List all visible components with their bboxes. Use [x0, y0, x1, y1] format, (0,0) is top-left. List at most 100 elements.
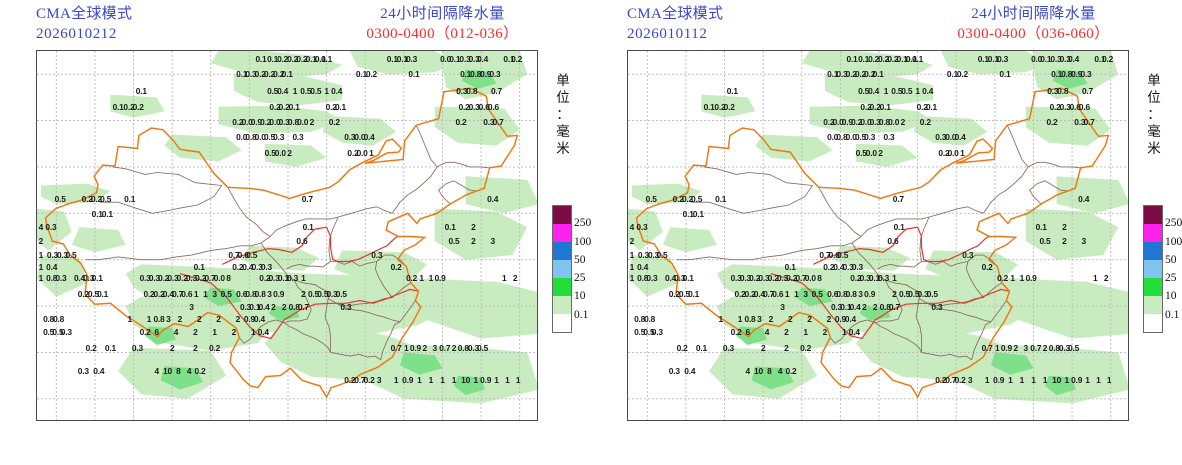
grid-value-label: 0.2	[273, 69, 285, 80]
grid-value-label: 0.1	[267, 54, 279, 65]
grid-value-label: 0.2	[344, 375, 356, 386]
grid-value-label: 0.2	[997, 273, 1009, 284]
grid-value-label: 1	[1031, 375, 1036, 386]
grid-value-label: 0.6	[1069, 101, 1081, 112]
x-axis-tick	[802, 420, 803, 421]
grid-value-label: 0.5	[310, 85, 322, 96]
grid-value-label: 0.8	[46, 273, 58, 284]
grid-value-label: 1	[1019, 375, 1025, 386]
grid-value-label: 2	[471, 222, 476, 233]
x-axis-tick	[763, 420, 764, 421]
grid-value-label: 0.7	[819, 250, 831, 261]
grid-value-label: 0.5	[87, 289, 99, 299]
grid-value-label: 0.8	[634, 314, 646, 324]
grid-value-label: 0.7	[301, 194, 313, 205]
grid-value-label: 0.5	[926, 289, 938, 299]
grid-value-label: 0.2	[1102, 54, 1114, 65]
grid-value-label: 0.3	[139, 273, 151, 284]
grid-value-label: 4	[764, 327, 770, 337]
grid-value-label: 0.9	[841, 117, 853, 128]
grid-value-label: 2	[784, 342, 789, 353]
grid-value-label: 0.7	[204, 273, 216, 284]
grid-value-label: 0.1	[305, 54, 317, 65]
grid-value-label: 8	[817, 273, 822, 284]
grid-value-label: 0.0	[888, 117, 900, 128]
grid-value-label: 10	[754, 366, 763, 376]
grid-value-label: 0.2	[390, 262, 402, 273]
grid-value-label: 0.2	[851, 117, 863, 128]
grid-value-label: 0.9	[1071, 69, 1083, 80]
y-axis-tick	[627, 213, 628, 214]
grid-value-label: 0.5	[678, 289, 690, 299]
grid-value-label: 0.3	[245, 69, 257, 80]
grid-value-label: 0.2	[860, 101, 872, 112]
grid-value-label: 0.5	[335, 289, 347, 299]
y-axis-tick	[36, 167, 37, 168]
grid-value-label: 0.1	[1040, 54, 1052, 65]
grid-value-label: 0.2	[850, 273, 862, 284]
grid-value-label: 1	[1010, 273, 1015, 284]
grid-value-label: 0.7	[490, 85, 503, 96]
grid-value-label: 0.1	[896, 54, 908, 65]
grid-value-label: 0.4	[954, 132, 966, 143]
grid-value-label: 3	[189, 302, 194, 312]
grid-value-label: 0.2	[823, 262, 835, 273]
grid-value-label: 0.9	[834, 314, 846, 324]
grid-value-label: 0.6	[887, 236, 899, 247]
grid-value-label: 1	[419, 273, 424, 284]
grid-value-label: 0.2	[938, 148, 950, 158]
grid-value-label: 0.2	[681, 194, 694, 205]
grid-value-label: 0.3	[830, 302, 843, 312]
grid-value-label: 0.3	[185, 273, 198, 284]
grid-value-label: 1	[38, 262, 44, 273]
colorbar-ticks-left: 250 100 50 25 10 0.1	[574, 205, 614, 333]
grid-value-label: 0.7	[354, 375, 366, 386]
map-plot-left: 0.1 0.1 0.2 0.2 0.2 0.1 0.1 0.1 0.1 0.1 0.3 0.0 0.1 0…	[36, 50, 538, 421]
panel-left: CMA全球模式 2026010212 24小时间隔降水量 0300-0400（0…	[36, 6, 591, 421]
grid-value-label: 0.1	[925, 101, 938, 112]
grid-value-label: 1	[393, 375, 399, 386]
grid-value-label: 10	[461, 375, 471, 386]
grid-value-label: 0.6	[478, 101, 490, 112]
grid-value-label: 0.8	[644, 314, 656, 324]
y-axis-tick	[627, 167, 628, 168]
grid-value-label: 0.5	[43, 327, 55, 337]
grid-value-label: 0.2	[123, 101, 135, 112]
x-axis-tick	[956, 420, 957, 421]
grid-value-label: 0.2	[734, 289, 746, 299]
grid-value-label: 0.3	[55, 273, 67, 284]
y-axis-tick	[627, 121, 628, 122]
grid-value-label: 0.2	[956, 69, 968, 80]
map-canvas	[628, 51, 1128, 420]
y-axis-tick	[36, 399, 37, 400]
legend-unit-char: 单	[1147, 73, 1161, 88]
grid-value-label: 0.3	[917, 289, 929, 299]
grid-value-label: 0.2	[676, 342, 688, 353]
legend-unit-label: 单位 ： 毫米	[1144, 72, 1164, 157]
run-time-label: 2026010112	[627, 26, 708, 42]
legend-unit-char: 毫	[556, 124, 570, 139]
grid-value-label: 0.2	[854, 69, 867, 80]
grid-value-label: 1	[718, 314, 723, 324]
grid-value-label: 0.7	[795, 273, 807, 284]
grid-value-label: 2	[760, 342, 766, 353]
grid-value-label: 0.1	[893, 222, 905, 233]
grid-value-label: 0.2	[363, 375, 375, 386]
grid-value-label: 0.3	[1080, 69, 1092, 80]
grid-value-label: 0.2	[260, 117, 272, 128]
grid-value-label: 1	[915, 85, 920, 96]
grid-value-label: 3	[803, 289, 808, 299]
grid-value-label: 0.0	[213, 273, 225, 284]
grid-value-label: 0.2	[90, 194, 103, 205]
grid-value-label: 0.5	[854, 132, 867, 143]
grid-value-label: 1	[960, 148, 965, 158]
grid-value-label: 3	[376, 375, 382, 386]
grid-value-label: 2	[193, 342, 198, 353]
grid-value-label: 0.3	[1058, 342, 1070, 353]
grid-value-label: 0.4	[257, 327, 269, 337]
grid-value-label: 0.3	[668, 366, 680, 376]
grid-value-label: 0.3	[636, 222, 648, 233]
grid-value-label: 0.2	[269, 101, 281, 112]
grid-value-label: 3	[1081, 236, 1086, 247]
grid-value-label: 2	[451, 342, 457, 353]
